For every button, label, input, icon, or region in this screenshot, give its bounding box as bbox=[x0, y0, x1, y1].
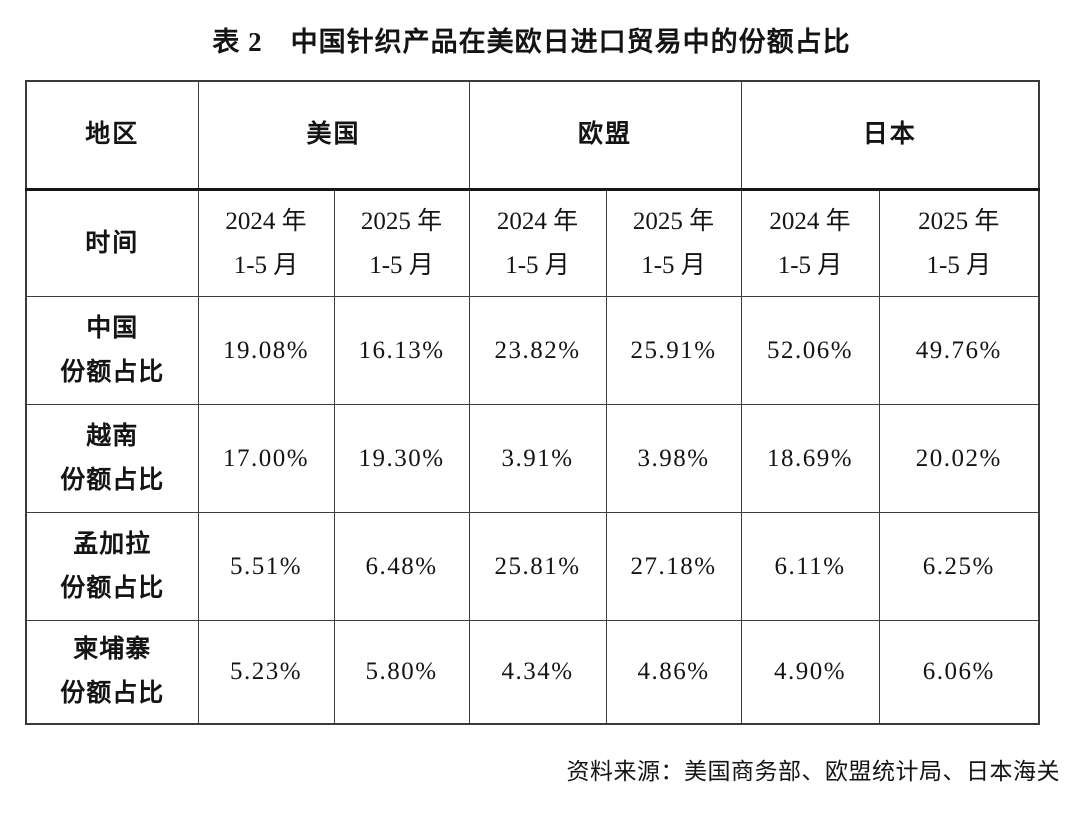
data-cell-china-usa-2024: 19.08% bbox=[197, 296, 335, 405]
corner-time-cell: 时间 bbox=[25, 189, 199, 297]
row-label-cambodia: 柬埔寨 份额占比 bbox=[25, 620, 199, 724]
data-cell-china-eu-2024: 23.82% bbox=[468, 296, 607, 405]
data-source-note: 资料来源：美国商务部、欧盟统计局、日本海关 bbox=[566, 759, 1060, 784]
row-label-country: 中国 bbox=[86, 314, 139, 342]
data-cell-vietnam-japan-2024: 18.69% bbox=[740, 404, 880, 513]
data-cell-bangladesh-usa-2024: 5.51% bbox=[197, 512, 335, 621]
data-cell-cambodia-japan-2025: 6.06% bbox=[878, 620, 1040, 724]
period-header-cell: 2024 年 1-5 月 bbox=[468, 189, 607, 297]
table-row-cambodia: 柬埔寨 份额占比 5.23% 5.80% 4.34% 4.86% 4.90% 6… bbox=[25, 620, 1040, 724]
period-header-cell: 2025 年 1-5 月 bbox=[605, 189, 742, 297]
row-label-metric: 份额占比 bbox=[60, 466, 165, 494]
group-header-usa: 美国 bbox=[197, 80, 470, 191]
row-label-country: 越南 bbox=[86, 422, 139, 450]
period-year: 2025 年 bbox=[360, 207, 443, 235]
period-year: 2024 年 bbox=[496, 207, 579, 235]
data-cell-china-japan-2024: 52.06% bbox=[740, 296, 880, 405]
period-header-row: 时间 2024 年 1-5 月 2025 年 1-5 月 2024 年 1-5 … bbox=[25, 189, 1040, 297]
period-header-cell: 2024 年 1-5 月 bbox=[197, 189, 335, 297]
data-cell-bangladesh-japan-2025: 6.25% bbox=[878, 512, 1040, 621]
data-cell-bangladesh-usa-2025: 6.48% bbox=[333, 512, 470, 621]
data-cell-bangladesh-eu-2025: 27.18% bbox=[605, 512, 742, 621]
region-header-row: 地区 美国 欧盟 日本 bbox=[25, 80, 1040, 191]
data-cell-vietnam-eu-2024: 3.91% bbox=[468, 404, 607, 513]
import-share-table: 地区 美国 欧盟 日本 时间 2024 年 1-5 月 2025 年 1-5 月… bbox=[25, 80, 1041, 725]
data-cell-china-eu-2025: 25.91% bbox=[605, 296, 742, 405]
row-label-vietnam: 越南 份额占比 bbox=[25, 404, 199, 513]
data-cell-vietnam-japan-2025: 20.02% bbox=[878, 404, 1040, 513]
corner-region-cell: 地区 bbox=[25, 80, 199, 191]
period-year: 2025 年 bbox=[918, 207, 1000, 235]
row-label-metric: 份额占比 bbox=[60, 574, 165, 602]
period-year: 2025 年 bbox=[632, 207, 715, 235]
row-label-country: 柬埔寨 bbox=[73, 636, 152, 663]
group-header-eu: 欧盟 bbox=[468, 80, 742, 191]
row-label-country: 孟加拉 bbox=[73, 530, 152, 558]
data-cell-vietnam-eu-2025: 3.98% bbox=[605, 404, 742, 513]
data-cell-cambodia-eu-2024: 4.34% bbox=[468, 620, 607, 724]
table-title: 表 2 中国针织产品在美欧日进口贸易中的份额占比 bbox=[212, 27, 851, 57]
period-months: 1-5 月 bbox=[505, 251, 570, 279]
table-row-china: 中国 份额占比 19.08% 16.13% 23.82% 25.91% 52.0… bbox=[25, 296, 1040, 405]
group-header-japan: 日本 bbox=[740, 80, 1040, 191]
row-label-bangladesh: 孟加拉 份额占比 bbox=[25, 512, 199, 621]
period-months: 1-5 月 bbox=[641, 251, 706, 279]
period-header-cell: 2024 年 1-5 月 bbox=[740, 189, 880, 297]
period-year: 2024 年 bbox=[225, 207, 307, 235]
data-cell-cambodia-usa-2024: 5.23% bbox=[197, 620, 335, 724]
period-header-cell: 2025 年 1-5 月 bbox=[878, 189, 1040, 297]
data-cell-vietnam-usa-2025: 19.30% bbox=[333, 404, 470, 513]
table-row-vietnam: 越南 份额占比 17.00% 19.30% 3.91% 3.98% 18.69%… bbox=[25, 404, 1040, 513]
period-year: 2024 年 bbox=[769, 207, 851, 235]
row-label-metric: 份额占比 bbox=[60, 358, 165, 386]
data-cell-cambodia-usa-2025: 5.80% bbox=[333, 620, 470, 724]
period-months: 1-5 月 bbox=[233, 251, 299, 279]
data-cell-cambodia-japan-2024: 4.90% bbox=[740, 620, 880, 724]
data-cell-vietnam-usa-2024: 17.00% bbox=[197, 404, 335, 513]
row-label-metric: 份额占比 bbox=[60, 679, 165, 707]
data-cell-cambodia-eu-2025: 4.86% bbox=[605, 620, 742, 724]
period-header-cell: 2025 年 1-5 月 bbox=[333, 189, 470, 297]
period-months: 1-5 月 bbox=[369, 251, 434, 279]
table-row-bangladesh: 孟加拉 份额占比 5.51% 6.48% 25.81% 27.18% 6.11%… bbox=[25, 512, 1040, 621]
data-cell-bangladesh-eu-2024: 25.81% bbox=[468, 512, 607, 621]
period-months: 1-5 月 bbox=[926, 251, 992, 279]
row-label-china: 中国 份额占比 bbox=[25, 296, 199, 405]
data-cell-bangladesh-japan-2024: 6.11% bbox=[740, 512, 880, 621]
period-months: 1-5 月 bbox=[777, 251, 843, 279]
data-cell-china-japan-2025: 49.76% bbox=[878, 296, 1040, 405]
data-cell-china-usa-2025: 16.13% bbox=[333, 296, 470, 405]
